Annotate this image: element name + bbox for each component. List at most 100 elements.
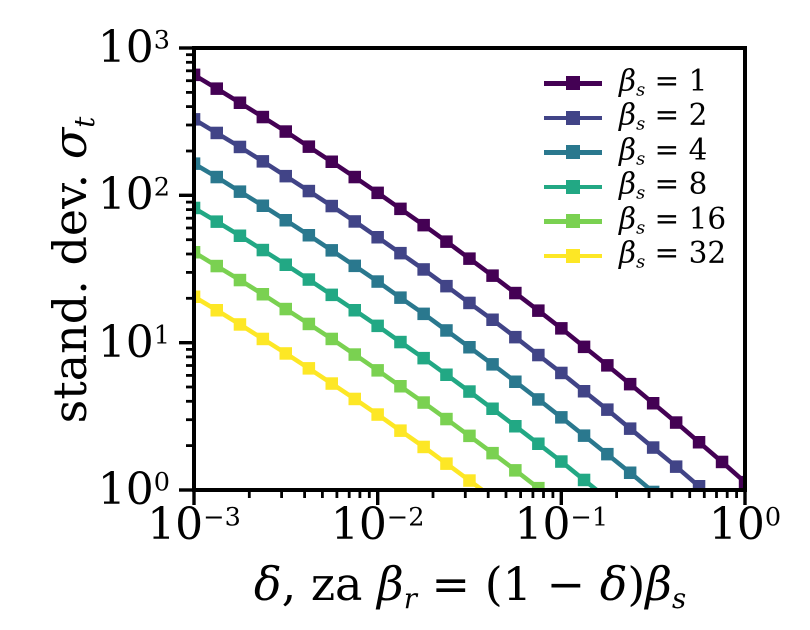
data-point-marker (210, 215, 223, 228)
data-point-marker (693, 613, 706, 626)
data-point-marker (233, 140, 247, 154)
legend-line (544, 145, 602, 160)
data-point-marker (302, 229, 316, 242)
data-point-marker (302, 362, 316, 375)
data-point-marker (486, 313, 499, 326)
data-point-marker (302, 184, 316, 198)
legend-square-marker (566, 214, 580, 229)
data-point-marker (256, 155, 270, 168)
data-point-marker (440, 457, 453, 470)
data-point-marker (601, 447, 614, 461)
data-point-marker (623, 377, 637, 391)
data-point-marker (348, 304, 361, 317)
data-point-marker (601, 403, 614, 416)
legend-square-marker (566, 179, 580, 194)
data-point-marker (394, 291, 407, 304)
data-point-marker (670, 505, 683, 518)
data-point-marker (348, 215, 361, 228)
legend-item: βs = 2 (544, 100, 726, 136)
data-point-marker (532, 348, 545, 362)
data-point-marker (233, 229, 247, 242)
data-point-marker (486, 358, 499, 371)
beta-s-symbol: β (645, 557, 672, 612)
data-point-marker (417, 263, 430, 276)
data-point-marker (577, 429, 591, 442)
data-point-marker (210, 126, 223, 140)
data-point-marker (371, 186, 384, 200)
legend-item: βs = 32 (544, 238, 726, 274)
x-tick-label: 100 (708, 499, 782, 550)
data-point-marker (279, 125, 292, 138)
data-point-marker (210, 82, 223, 95)
legend-item: βs = 16 (544, 204, 726, 239)
data-point-marker (394, 246, 407, 260)
data-point-marker (716, 589, 729, 602)
data-point-marker (532, 393, 545, 406)
axes-spines (192, 46, 747, 492)
legend-line (544, 110, 602, 125)
data-point-marker (555, 366, 568, 380)
data-point-marker (371, 364, 384, 377)
y-tick-label: 103 (97, 22, 170, 73)
data-point-marker (486, 402, 499, 415)
x-axis-label: δ, za βr = (1 − δ)βs (253, 557, 687, 615)
data-point-marker (623, 466, 637, 479)
legend-square-marker (566, 248, 580, 263)
legend-item: βs = 4 (544, 135, 726, 170)
series-markers-5 (194, 290, 476, 487)
data-point-marker (624, 511, 637, 524)
data-point-marker (233, 185, 247, 198)
y-tick-label: 102 (97, 169, 170, 221)
data-point-marker (210, 170, 223, 184)
series-markers-3 (194, 201, 752, 622)
data-point-marker (417, 396, 430, 409)
data-point-marker (577, 473, 591, 487)
data-point-marker (669, 416, 683, 429)
data-point-marker (348, 259, 361, 273)
data-point-marker (348, 392, 361, 406)
data-point-marker (417, 440, 430, 454)
data-point-marker (646, 397, 660, 410)
data-point-marker (509, 464, 522, 477)
data-point-marker (210, 304, 223, 317)
data-point-marker (233, 96, 247, 109)
data-point-marker (601, 359, 614, 372)
x-label-text: , za (281, 557, 378, 612)
data-point-marker (325, 288, 338, 302)
data-point-marker (509, 420, 522, 433)
data-point-marker (463, 296, 476, 310)
series-markers-1 (194, 113, 706, 490)
data-point-marker (440, 279, 453, 293)
legend-item: βs = 1 (544, 66, 726, 101)
beta-r-symbol: β (377, 557, 404, 612)
data-point-marker (440, 412, 453, 426)
data-point-marker (302, 317, 316, 331)
data-point-marker (555, 411, 568, 424)
data-point-marker (302, 140, 316, 153)
data-point-marker (555, 322, 568, 335)
y-tick-label: 101 (97, 316, 170, 368)
data-point-marker (463, 385, 476, 398)
data-point-marker (233, 318, 247, 331)
legend-label: βs = 16 (619, 201, 727, 239)
data-point-marker (256, 110, 270, 124)
data-point-marker (646, 485, 660, 490)
data-point-marker (532, 481, 545, 490)
data-point-marker (646, 441, 660, 454)
data-point-marker (279, 258, 292, 271)
data-point-marker (509, 375, 522, 388)
legend-line (544, 179, 602, 194)
series-markers-4 (194, 246, 706, 626)
data-point-marker (325, 199, 338, 213)
legend-item: βs = 8 (544, 169, 726, 205)
data-point-marker (739, 609, 752, 622)
data-point-marker (279, 302, 292, 316)
data-point-marker (194, 246, 201, 259)
x-tick-label: 10−3 (147, 499, 241, 550)
legend-line (544, 214, 602, 229)
data-point-marker (371, 408, 384, 421)
data-point-marker (669, 460, 683, 473)
data-point-marker (738, 475, 745, 489)
